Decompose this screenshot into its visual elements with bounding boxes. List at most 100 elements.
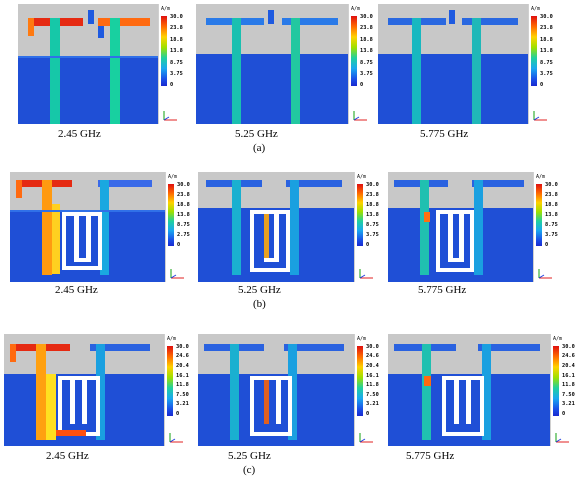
frequency-label: 5.775 GHz bbox=[406, 450, 455, 462]
legend-tick: 23.8 bbox=[545, 192, 558, 198]
legend-tick: 30.0 bbox=[177, 182, 190, 188]
row-caption: (b) bbox=[253, 298, 266, 310]
legend-tick: 8.75 bbox=[540, 60, 553, 66]
legend-tick: 24.6 bbox=[562, 353, 575, 359]
legend-tick: 11.8 bbox=[176, 382, 189, 388]
legend-tick: 0 bbox=[176, 411, 180, 417]
panel-c-2: A/m 30.0 24.6 20.4 16.1 11.8 7.50 3.21 0 bbox=[198, 334, 380, 446]
legend-tick: 0 bbox=[540, 82, 544, 88]
legend-tick: 30.0 bbox=[540, 14, 553, 20]
axis-triad-icon bbox=[169, 433, 183, 443]
panel-c-3: A/m 30.0 24.6 20.4 16.1 11.8 7.50 3.21 0 bbox=[388, 334, 576, 446]
legend-tick: 18.8 bbox=[545, 202, 558, 208]
frequency-label: 5.25 GHz bbox=[235, 128, 278, 140]
legend-tick: 16.1 bbox=[176, 373, 189, 379]
legend-tick: 18.8 bbox=[170, 37, 183, 43]
legend-tick: 3.75 bbox=[545, 232, 558, 238]
legend-tick: 0 bbox=[170, 82, 174, 88]
legend-tick: 3.75 bbox=[540, 71, 553, 77]
legend-tick: 30.0 bbox=[562, 344, 575, 350]
legend-tick: 16.1 bbox=[562, 373, 575, 379]
axis-triad-icon bbox=[359, 433, 373, 443]
legend-color-bar bbox=[167, 346, 173, 416]
legend-tick: 2.75 bbox=[177, 232, 190, 238]
legend-unit: A/m bbox=[168, 174, 178, 180]
axis-triad-icon bbox=[163, 111, 177, 121]
legend-tick: 30.0 bbox=[360, 14, 373, 20]
legend-tick: 8.75 bbox=[360, 60, 373, 66]
legend-unit: A/m bbox=[357, 336, 367, 342]
legend-tick: 18.8 bbox=[360, 37, 373, 43]
frequency-label: 5.25 GHz bbox=[228, 450, 271, 462]
axis-triad-icon bbox=[359, 269, 373, 279]
legend-tick: 8.75 bbox=[545, 222, 558, 228]
legend-tick: 0 bbox=[366, 242, 370, 248]
current-distribution-plot bbox=[198, 172, 354, 282]
frequency-label: 2.45 GHz bbox=[55, 284, 98, 296]
panel-a-2: A/m 30.0 23.8 18.8 13.8 8.75 3.75 0 bbox=[196, 4, 374, 124]
legend-color-bar bbox=[351, 16, 357, 86]
legend-tick: 3.21 bbox=[176, 401, 189, 407]
legend-tick: 0 bbox=[562, 411, 566, 417]
legend-tick: 8.75 bbox=[170, 60, 183, 66]
legend-tick: 20.4 bbox=[366, 363, 379, 369]
legend-tick: 0 bbox=[545, 242, 549, 248]
legend-tick: 0 bbox=[366, 411, 370, 417]
panel-c-1: A/m 30.0 24.6 20.4 16.1 11.8 7.50 3.21 0 bbox=[4, 334, 190, 446]
legend-tick: 23.8 bbox=[170, 25, 183, 31]
legend-tick: 20.4 bbox=[176, 363, 189, 369]
legend-tick: 18.8 bbox=[177, 202, 190, 208]
legend-tick: 13.8 bbox=[177, 212, 190, 218]
legend-unit: A/m bbox=[531, 6, 541, 12]
legend-tick: 7.50 bbox=[562, 392, 575, 398]
legend-tick: 8.75 bbox=[177, 222, 190, 228]
legend-tick: 3.21 bbox=[366, 401, 379, 407]
frequency-label: 2.45 GHz bbox=[46, 450, 89, 462]
current-distribution-plot bbox=[198, 334, 354, 446]
current-distribution-plot bbox=[18, 4, 158, 124]
current-distribution-plot bbox=[10, 172, 165, 282]
legend-color-bar bbox=[168, 184, 174, 246]
color-legend: A/m 30.0 23.8 18.8 13.8 8.75 3.75 0 bbox=[528, 4, 553, 124]
legend-tick: 13.8 bbox=[360, 48, 373, 54]
current-distribution-plot bbox=[388, 334, 550, 446]
legend-tick: 13.8 bbox=[366, 212, 379, 218]
legend-tick: 30.0 bbox=[545, 182, 558, 188]
legend-unit: A/m bbox=[351, 6, 361, 12]
current-distribution-plot bbox=[196, 4, 348, 124]
row-caption: (c) bbox=[243, 464, 256, 476]
legend-tick: 11.8 bbox=[366, 382, 379, 388]
color-legend: A/m 30.0 24.6 20.4 16.1 11.8 7.50 3.21 0 bbox=[550, 334, 576, 446]
legend-tick: 23.8 bbox=[366, 192, 379, 198]
color-legend: A/m 30.0 23.8 18.8 13.8 8.75 3.75 0 bbox=[354, 172, 380, 282]
panel-a-3: A/m 30.0 23.8 18.8 13.8 8.75 3.75 0 bbox=[378, 4, 553, 124]
legend-tick: 0 bbox=[360, 82, 364, 88]
legend-tick: 30.0 bbox=[366, 344, 379, 350]
legend-tick: 23.8 bbox=[177, 192, 190, 198]
legend-tick: 23.8 bbox=[360, 25, 373, 31]
frequency-label: 5.775 GHz bbox=[418, 284, 467, 296]
legend-tick: 16.1 bbox=[366, 373, 379, 379]
panel-b-2: A/m 30.0 23.8 18.8 13.8 8.75 3.75 0 bbox=[198, 172, 380, 282]
current-distribution-plot bbox=[378, 4, 528, 124]
current-distribution-plot bbox=[4, 334, 164, 446]
legend-tick: 18.8 bbox=[540, 37, 553, 43]
legend-color-bar bbox=[357, 346, 363, 416]
legend-tick: 3.21 bbox=[562, 401, 575, 407]
axis-triad-icon bbox=[170, 269, 184, 279]
panel-b-1: A/m 30.0 23.8 18.8 13.8 8.75 2.75 0 bbox=[10, 172, 190, 282]
color-legend: A/m 30.0 23.8 18.8 13.8 8.75 3.75 0 bbox=[348, 4, 374, 124]
frequency-label: 5.25 GHz bbox=[238, 284, 281, 296]
legend-tick: 3.75 bbox=[366, 232, 379, 238]
legend-color-bar bbox=[531, 16, 537, 86]
legend-tick: 30.0 bbox=[176, 344, 189, 350]
legend-tick: 20.4 bbox=[562, 363, 575, 369]
legend-tick: 13.8 bbox=[545, 212, 558, 218]
legend-unit: A/m bbox=[536, 174, 546, 180]
legend-tick: 30.0 bbox=[366, 182, 379, 188]
legend-tick: 7.50 bbox=[176, 392, 189, 398]
color-legend: A/m 30.0 24.6 20.4 16.1 11.8 7.50 3.21 0 bbox=[164, 334, 190, 446]
axis-triad-icon bbox=[538, 269, 552, 279]
panel-b-3: A/m 30.0 23.8 18.8 13.8 8.75 3.75 0 bbox=[388, 172, 558, 282]
row-caption: (a) bbox=[253, 142, 266, 154]
